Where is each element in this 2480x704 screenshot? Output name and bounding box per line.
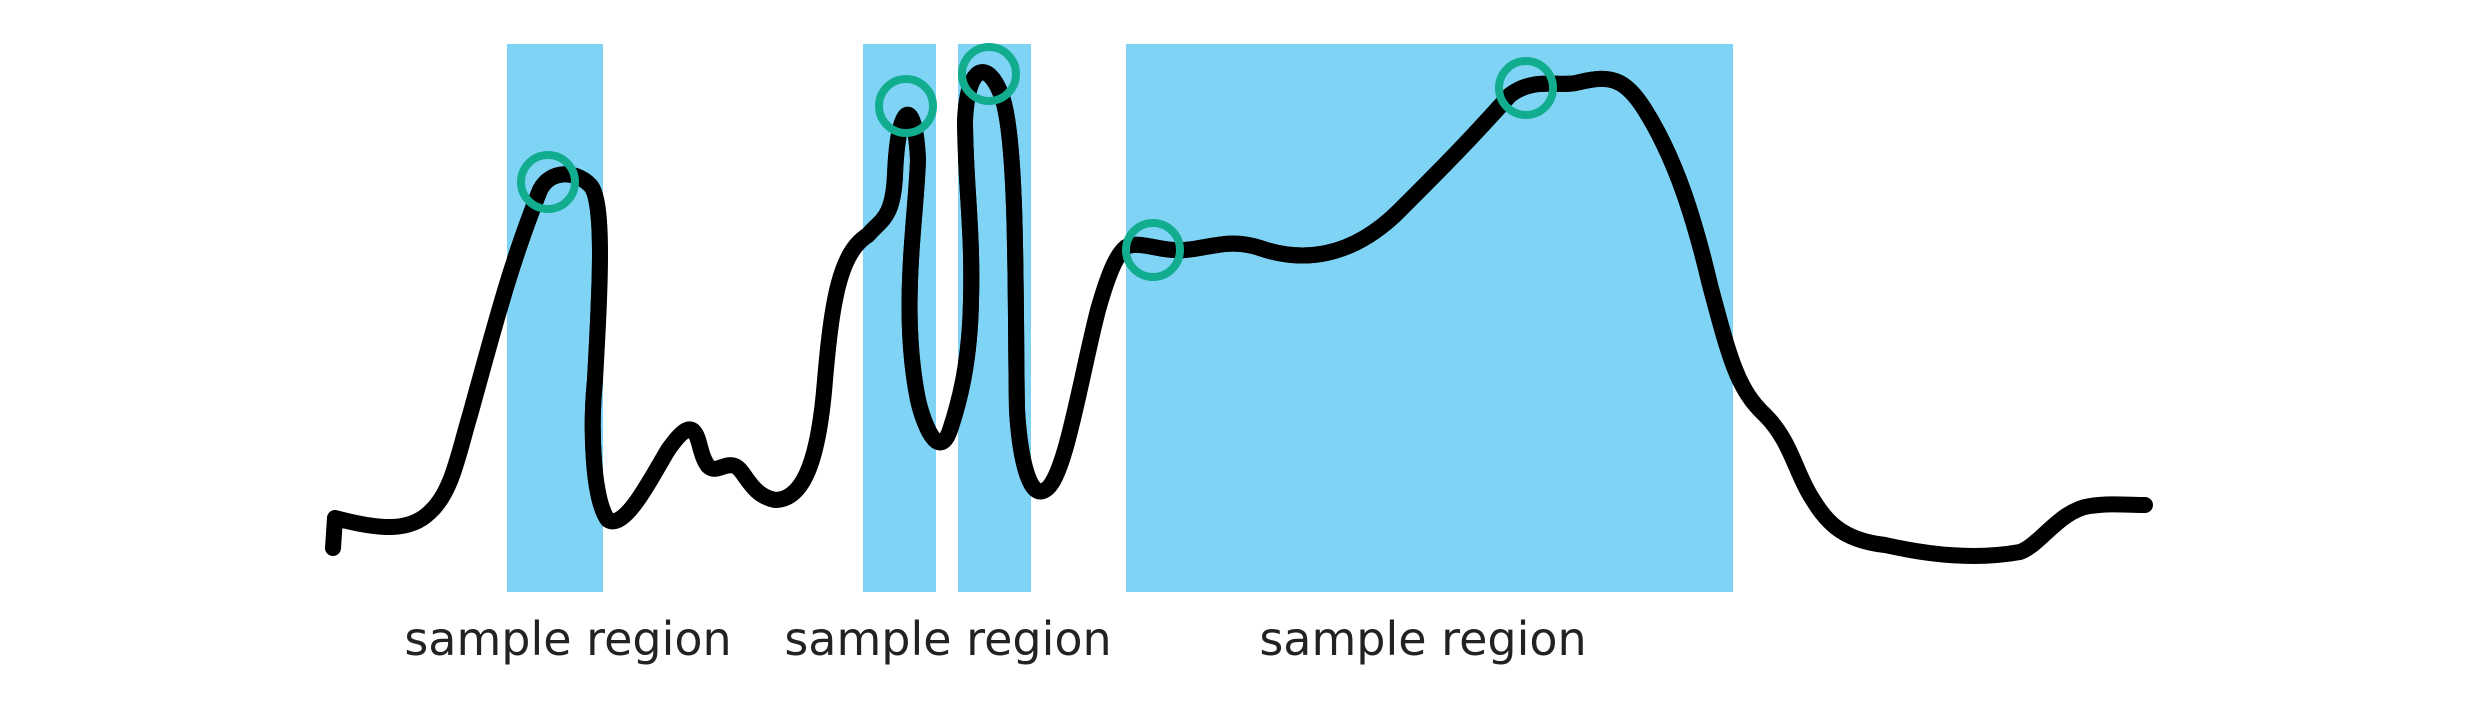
sample-region-band-3 — [1126, 44, 1733, 592]
sample-region-label-3: sample region — [1259, 612, 1586, 666]
peak-marker-1 — [517, 151, 579, 213]
peak-marker-2 — [875, 75, 937, 137]
sample-region-label-2: sample region — [784, 612, 1111, 666]
peak-marker-3 — [958, 43, 1020, 105]
sample-region-label-1: sample region — [404, 612, 731, 666]
peak-marker-5 — [1495, 57, 1557, 119]
sample-region-band-1 — [507, 44, 603, 592]
peak-marker-4 — [1122, 219, 1184, 281]
